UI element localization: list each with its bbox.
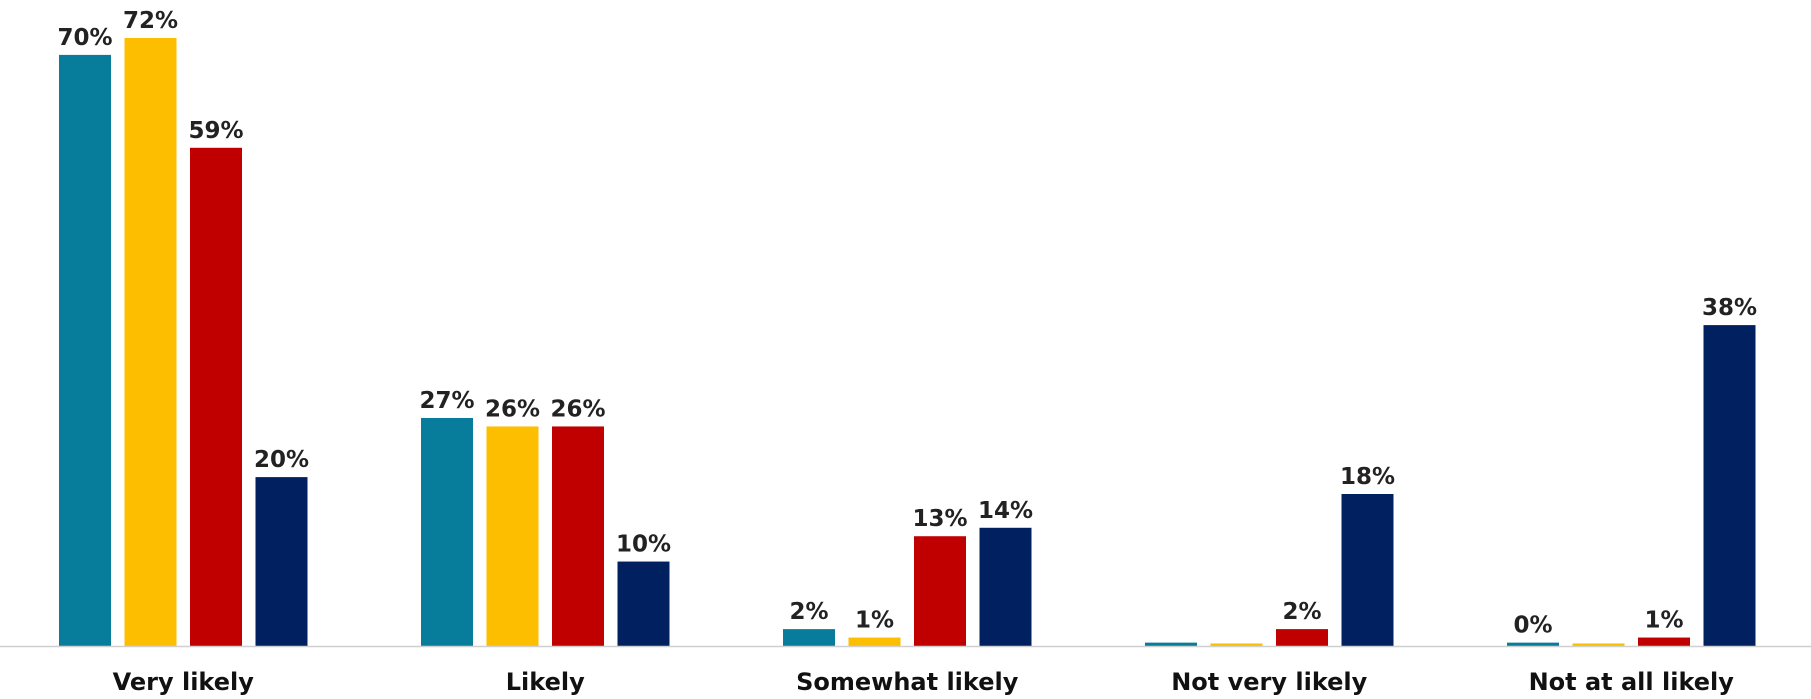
bar-series3-3 [1276,629,1328,646]
bar-series4-4 [1703,325,1756,646]
bar-series2-1 [486,426,539,646]
data-label-series4-2: 14% [978,498,1033,524]
category-label-1: Likely [506,668,585,696]
bar-series2-0 [124,38,177,646]
bar-series3-1 [552,426,604,646]
bar-series2-2 [848,637,901,646]
data-label-series2-1: 26% [485,396,540,422]
data-label-series3-4: 1% [1644,608,1683,634]
bar-series1-1 [421,418,473,646]
bar-series4-2 [979,527,1032,646]
bar-series1-2 [783,629,835,646]
data-label-series3-0: 59% [188,118,243,144]
category-label-2: Somewhat likely [796,668,1019,696]
data-label-series1-2: 2% [789,599,828,625]
category-label-3: Not very likely [1171,668,1367,696]
bar-series1-0 [59,54,111,646]
data-label-series1-1: 27% [419,388,474,414]
bar-series2-3 [1210,643,1263,646]
bar-series3-0 [190,147,242,646]
data-label-series2-2: 1% [855,608,894,634]
data-label-series3-1: 26% [550,396,605,422]
data-label-series2-0: 72% [123,8,178,34]
data-label-series3-3: 2% [1282,599,1321,625]
data-label-series4-1: 10% [616,532,671,558]
bar-series1-3 [1145,642,1197,646]
data-label-series1-4: 0% [1513,613,1552,639]
data-label-series4-0: 20% [254,447,309,473]
bar-series4-1 [617,561,670,646]
bar-series2-4 [1572,643,1625,646]
bar-series3-4 [1638,637,1690,646]
bar-series1-4 [1507,642,1559,646]
data-label-series4-4: 38% [1702,295,1757,321]
data-label-series4-3: 18% [1340,464,1395,490]
bar-series4-0 [255,477,308,646]
category-label-4: Not at all likely [1529,668,1735,696]
data-label-series3-2: 13% [912,506,967,532]
bar-series4-3 [1341,494,1394,646]
data-label-series1-0: 70% [57,25,112,51]
bar-series3-2 [914,536,966,646]
category-label-0: Very likely [113,668,255,696]
